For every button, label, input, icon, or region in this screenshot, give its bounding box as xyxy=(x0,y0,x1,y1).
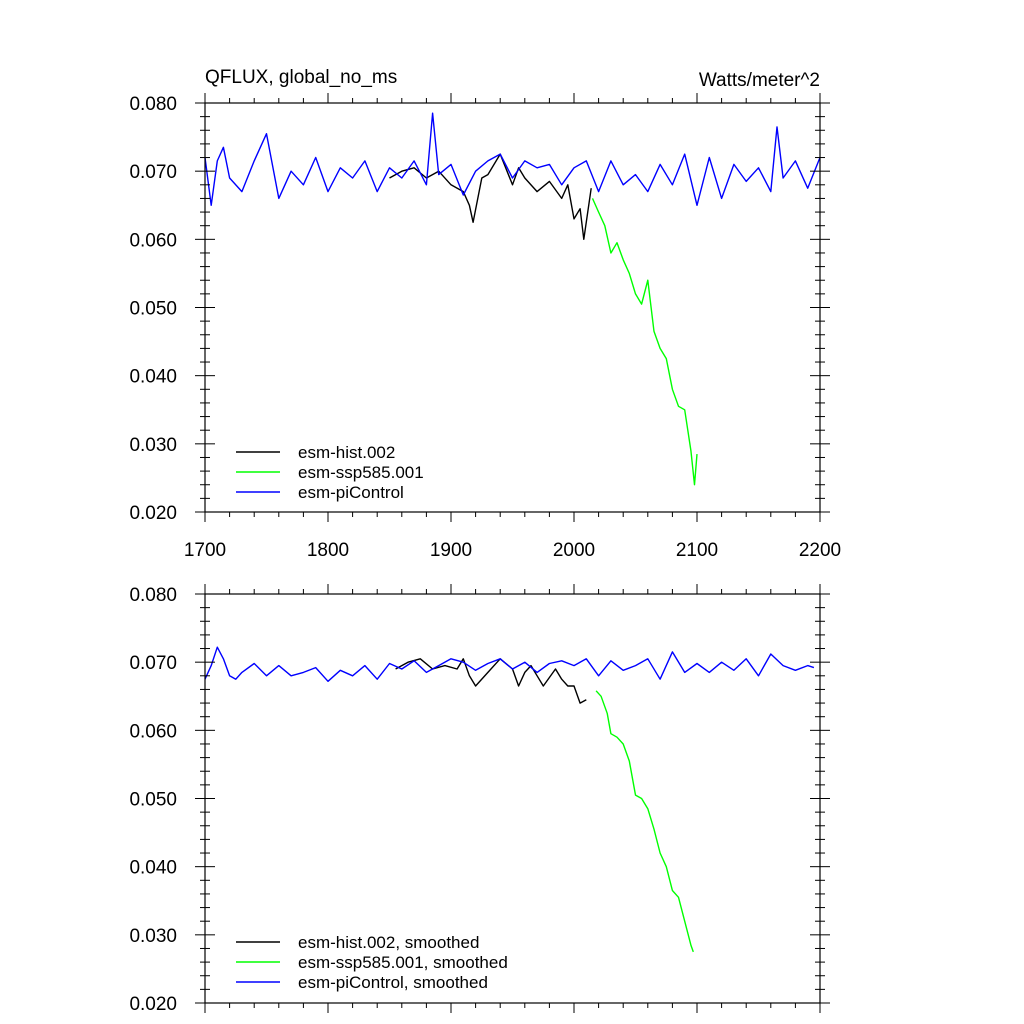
bottom-legend-label-0: esm-hist.002, smoothed xyxy=(298,933,479,952)
top-y-tick-label: 0.050 xyxy=(129,299,177,320)
bottom-y-tick-label: 0.070 xyxy=(129,653,177,674)
bottom-y-tick-label: 0.020 xyxy=(129,994,177,1015)
top-legend-label-2: esm-piControl xyxy=(298,483,404,502)
top-legend-label-1: esm-ssp585.001 xyxy=(298,463,424,482)
top-x-tick-label: 1800 xyxy=(307,540,349,561)
chart-title: QFLUX, global_no_ms xyxy=(205,67,397,88)
top-x-tick-label: 2200 xyxy=(799,540,841,561)
units-label: Watts/meter^2 xyxy=(699,70,820,91)
bottom-series-line-0 xyxy=(395,658,587,704)
bottom-series-line-2 xyxy=(204,646,815,682)
bottom-panel: 0.020 0.030 0.040 0.050 0.060 0.070 0.080 esm-h… xyxy=(129,584,830,1015)
top-x-tick-label: 1700 xyxy=(184,540,226,561)
top-series-line-2 xyxy=(204,112,821,206)
top-series-line-1 xyxy=(591,198,698,486)
top-y-tick-label: 0.040 xyxy=(129,367,177,388)
top-x-tick-label: 2100 xyxy=(676,540,718,561)
top-x-tick-label: 1900 xyxy=(430,540,472,561)
bottom-y-tick-label: 0.030 xyxy=(129,926,177,947)
top-panel: 1700 1800 1900 2000 2100 2200 0.020 0.030 0.040 0… xyxy=(129,93,841,561)
bottom-y-tick-label: 0.080 xyxy=(129,585,177,606)
top-legend-label-0: esm-hist.002 xyxy=(298,443,395,462)
top-y-tick-label: 0.070 xyxy=(129,162,177,183)
bottom-y-tick-label: 0.060 xyxy=(129,721,177,742)
top-y-tick-label: 0.030 xyxy=(129,435,177,456)
top-y-tick-label: 0.020 xyxy=(129,503,177,524)
top-series-line-0 xyxy=(389,153,592,240)
bottom-legend-label-2: esm-piControl, smoothed xyxy=(298,973,488,992)
bottom-y-tick-label: 0.040 xyxy=(129,858,177,879)
top-y-tick-label: 0.080 xyxy=(129,94,177,115)
bottom-series-line-1 xyxy=(595,690,694,953)
bottom-legend-label-1: esm-ssp585.001, smoothed xyxy=(298,953,508,972)
bottom-y-tick-label: 0.050 xyxy=(129,790,177,811)
top-y-tick-label: 0.060 xyxy=(129,230,177,251)
top-x-tick-label: 2000 xyxy=(553,540,595,561)
